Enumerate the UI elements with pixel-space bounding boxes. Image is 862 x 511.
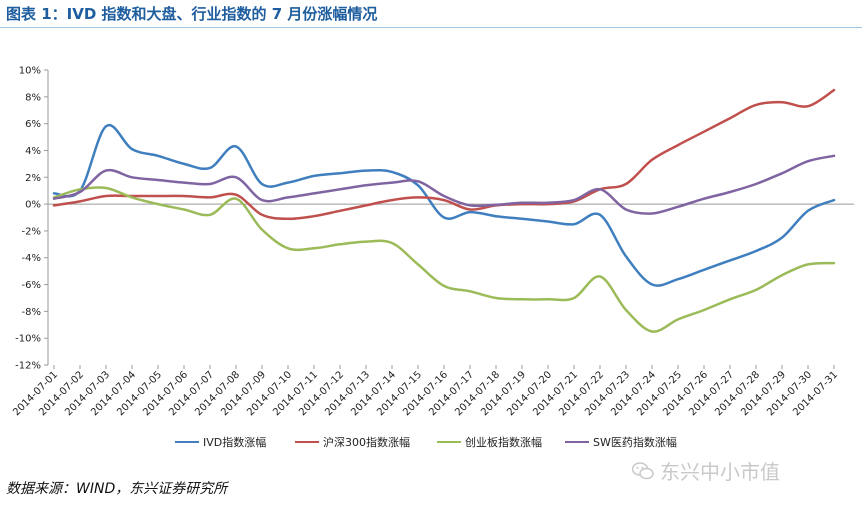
- y-tick-label: 8%: [25, 92, 41, 103]
- sw-pharma-series-line: [52, 154, 836, 215]
- y-tick-label: -4%: [22, 253, 41, 264]
- y-tick-label: -6%: [22, 280, 41, 291]
- legend-item: SW医药指数涨幅: [565, 433, 677, 451]
- title-underline: [0, 27, 862, 28]
- legend-label: SW医药指数涨幅: [593, 436, 677, 449]
- data-source-note: 数据来源：WIND，东兴证券研究所: [6, 481, 228, 497]
- y-tick-label: -10%: [15, 334, 41, 345]
- y-tick-label: 2%: [25, 173, 41, 184]
- figure-title: 图表 1：IVD 指数和大盘、行业指数的 7 月份涨幅情况: [6, 5, 378, 23]
- legend-label: IVD指数涨幅: [203, 436, 267, 449]
- y-tick-label: -8%: [22, 307, 41, 318]
- y-tick-label: -2%: [22, 226, 41, 237]
- y-tick-label: 6%: [25, 119, 41, 130]
- legend-item: IVD指数涨幅: [175, 433, 266, 451]
- legend-swatch: [437, 440, 461, 444]
- legend-item: 沪深300指数涨幅: [295, 433, 410, 451]
- y-tick-label: -12%: [15, 361, 41, 372]
- y-tick-label: 4%: [25, 146, 41, 157]
- legend-label: 沪深300指数涨幅: [323, 436, 410, 449]
- legend-swatch: [565, 440, 589, 444]
- csi300-series-line: [52, 88, 836, 221]
- y-tick-label: 0%: [25, 200, 41, 211]
- watermark: 东兴中小市值: [632, 456, 780, 485]
- chart-legend: IVD指数涨幅 沪深300指数涨幅 创业板指数涨幅 SW医药指数涨幅: [175, 433, 695, 451]
- ivd-series-line: [52, 123, 836, 287]
- chinext-series-line: [52, 186, 836, 333]
- legend-swatch: [295, 440, 319, 444]
- wechat-icon: [632, 461, 654, 479]
- y-tick-label: 10%: [19, 66, 41, 77]
- legend-item: 创业板指数涨幅: [437, 433, 542, 451]
- watermark-text: 东兴中小市值: [660, 460, 780, 484]
- legend-label: 创业板指数涨幅: [465, 436, 542, 449]
- legend-swatch: [175, 440, 199, 444]
